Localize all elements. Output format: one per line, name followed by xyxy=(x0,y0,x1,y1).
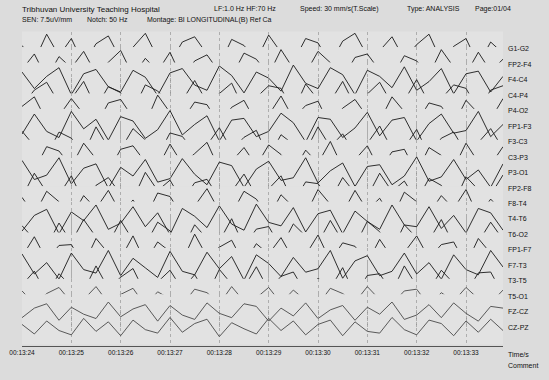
svg-text:Tribhuvan University Teaching: Tribhuvan University Teaching Hospital xyxy=(22,5,160,14)
svg-text:T5-O1: T5-O1 xyxy=(508,293,528,300)
svg-text:T6-O2: T6-O2 xyxy=(508,231,528,238)
svg-text:Page:01/04: Page:01/04 xyxy=(475,5,511,13)
svg-text:00:13:32: 00:13:32 xyxy=(404,349,430,356)
svg-text:00:13:31: 00:13:31 xyxy=(355,349,381,356)
svg-text:00:13:25: 00:13:25 xyxy=(59,349,85,356)
svg-text:00:13:27: 00:13:27 xyxy=(157,349,183,356)
svg-text:Type: ANALYSIS: Type: ANALYSIS xyxy=(407,5,460,13)
svg-text:Montage: BI LONGITUDINAL(B) Re: Montage: BI LONGITUDINAL(B) Ref Ca xyxy=(147,16,272,24)
svg-text:00:13:30: 00:13:30 xyxy=(305,349,331,356)
svg-text:FZ-CZ: FZ-CZ xyxy=(508,308,529,315)
svg-text:Notch: 50 Hz: Notch: 50 Hz xyxy=(87,16,128,23)
svg-text:Time/s: Time/s xyxy=(508,351,529,358)
svg-text:00:13:24: 00:13:24 xyxy=(9,349,35,356)
svg-text:00:13:26: 00:13:26 xyxy=(108,349,134,356)
svg-text:FP2-F4: FP2-F4 xyxy=(508,61,531,68)
svg-text:P4-O2: P4-O2 xyxy=(508,107,528,114)
svg-text:P3-O1: P3-O1 xyxy=(508,169,528,176)
svg-text:C3-P3: C3-P3 xyxy=(508,154,528,161)
svg-text:C4-P4: C4-P4 xyxy=(508,92,528,99)
svg-text:F7-T3: F7-T3 xyxy=(508,262,527,269)
svg-text:F3-C3: F3-C3 xyxy=(508,138,528,145)
svg-text:Comment: Comment xyxy=(508,362,538,369)
svg-text:SEN: 7.5uV/mm: SEN: 7.5uV/mm xyxy=(22,16,72,23)
svg-text:00:13:29: 00:13:29 xyxy=(256,349,282,356)
svg-text:FP1-F3: FP1-F3 xyxy=(508,123,531,130)
svg-text:G1-G2: G1-G2 xyxy=(508,45,529,52)
svg-text:FP2-F8: FP2-F8 xyxy=(508,185,531,192)
svg-text:Speed: 30 mm/s(T.Scale): Speed: 30 mm/s(T.Scale) xyxy=(300,5,379,13)
svg-text:CZ-PZ: CZ-PZ xyxy=(508,324,529,331)
svg-text:00:13:33: 00:13:33 xyxy=(453,349,479,356)
svg-text:FP1-F7: FP1-F7 xyxy=(508,246,531,253)
svg-text:00:13:28: 00:13:28 xyxy=(207,349,233,356)
svg-text:T3-T5: T3-T5 xyxy=(508,277,527,284)
svg-text:F8-T4: F8-T4 xyxy=(508,200,527,207)
svg-text:LF:1.0 Hz HF:70 Hz: LF:1.0 Hz HF:70 Hz xyxy=(214,5,276,12)
svg-text:F4-C4: F4-C4 xyxy=(508,76,528,83)
svg-text:T4-T6: T4-T6 xyxy=(508,215,527,222)
